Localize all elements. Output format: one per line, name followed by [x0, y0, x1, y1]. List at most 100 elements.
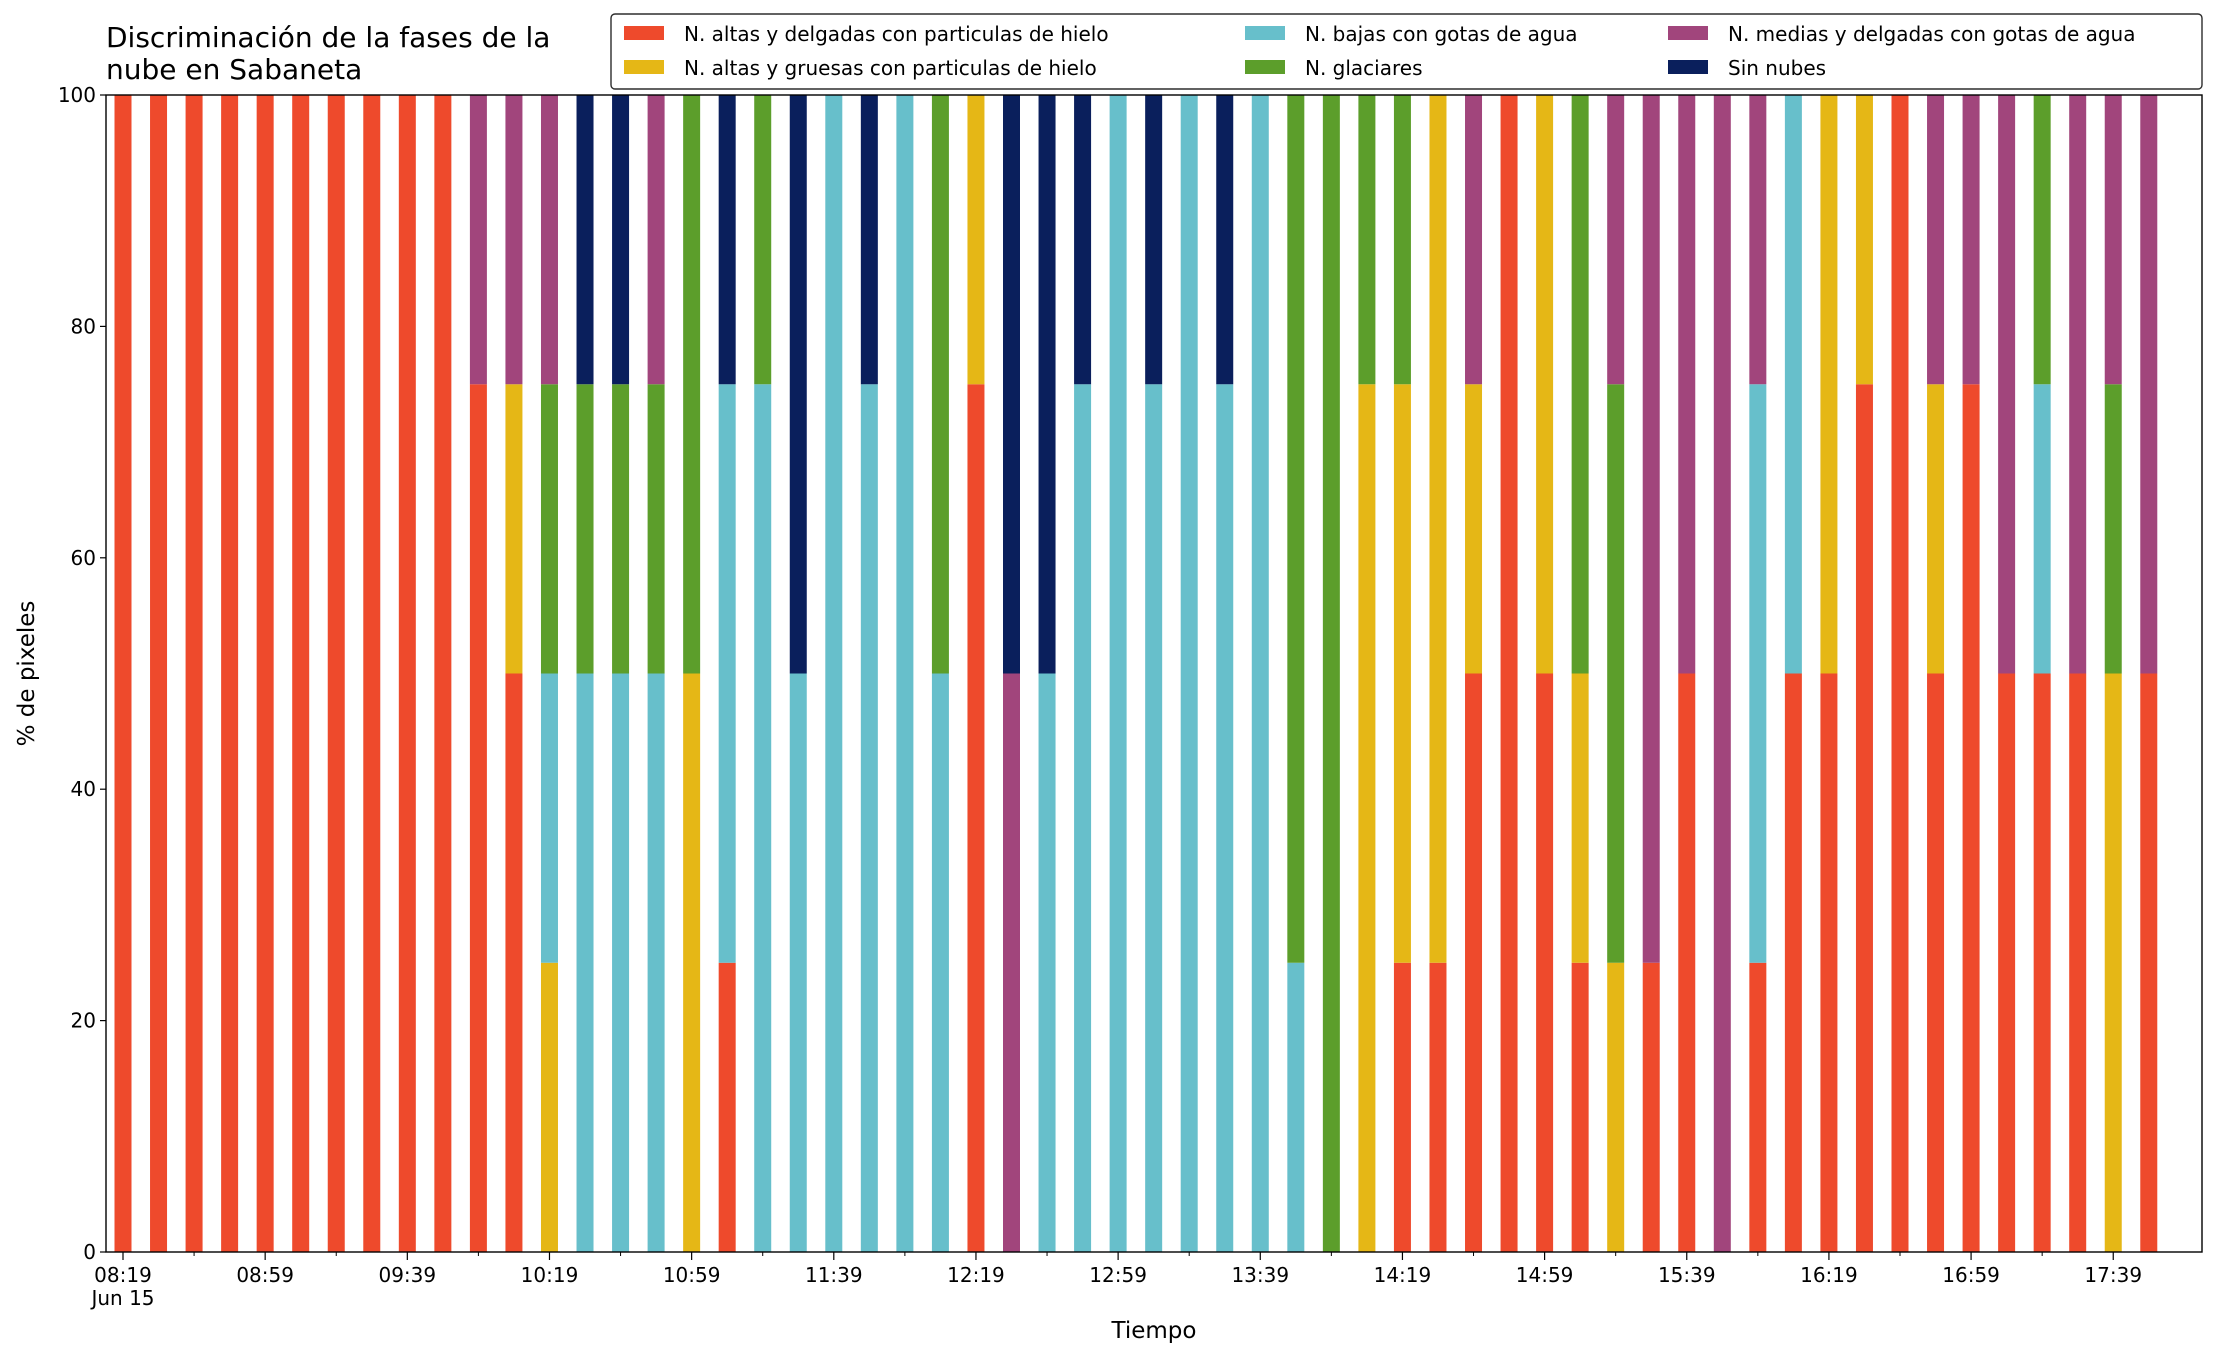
x-tick-label: 14:19 — [1374, 1263, 1432, 1287]
bar-segment — [221, 95, 239, 1252]
bar-segment — [1820, 95, 1838, 674]
x-tick-label: 10:59 — [663, 1263, 721, 1287]
legend-label: N. altas y delgadas con particulas de hi… — [684, 22, 1109, 46]
bar-segment — [1180, 95, 1198, 1252]
bar-segment — [540, 962, 558, 1252]
bar-segment — [1038, 673, 1056, 1252]
bar-segment — [1429, 95, 1447, 963]
bar-segment — [967, 95, 985, 385]
bar-segment — [1998, 95, 2016, 674]
bar-segment — [1571, 95, 1589, 674]
bar-segment — [398, 95, 416, 1252]
bar-segment — [1927, 384, 1945, 674]
legend-box — [610, 13, 2203, 90]
bar-segment — [1784, 95, 1802, 674]
bar-segment — [1465, 673, 1483, 1252]
bar-segment — [1393, 384, 1411, 963]
bar-segment — [1003, 673, 1020, 1252]
bar-segment — [1607, 384, 1625, 963]
bar-segment — [1571, 962, 1589, 1252]
bar-segment — [1678, 673, 1696, 1252]
x-tick-label: 08:19 — [94, 1263, 152, 1287]
bar-segment — [2069, 95, 2087, 674]
bar-segment — [505, 673, 523, 1252]
bar-segment — [2140, 673, 2158, 1252]
bar-segment — [2033, 95, 2051, 385]
bar-segment — [434, 95, 452, 1252]
x-tick-label: 12:59 — [1089, 1263, 1147, 1287]
x-tick-label: 13:39 — [1231, 1263, 1289, 1287]
bar-segment — [1642, 95, 1660, 963]
bar-segment — [2104, 673, 2122, 1252]
legend-label: N. medias y delgadas con gotas de agua — [1728, 22, 2136, 46]
x-tick-label: 15:39 — [1658, 1263, 1716, 1287]
y-tick-label: 80 — [71, 314, 96, 338]
bar-segment — [1891, 95, 1909, 1252]
bar-segment — [1855, 95, 1873, 385]
x-axis-label: Tiempo — [1111, 1318, 1197, 1344]
bar-segment — [931, 673, 949, 1252]
bar-segment — [1429, 962, 1447, 1252]
bar-segment — [1749, 384, 1767, 963]
bar-segment — [718, 95, 736, 385]
bar-segment — [896, 95, 914, 1252]
bar-segment — [612, 384, 630, 674]
bar-segment — [754, 95, 772, 385]
bar-segment — [860, 95, 878, 385]
x-tick-label: 16:59 — [1942, 1263, 2000, 1287]
bar-segment — [754, 384, 772, 1252]
bar-segment — [860, 384, 878, 1252]
bar-segment — [1251, 95, 1269, 1252]
bar-segment — [1536, 673, 1554, 1252]
legend-swatch — [1245, 60, 1285, 74]
bar-segment — [1500, 95, 1518, 1252]
x-tick-label: 14:59 — [1516, 1263, 1574, 1287]
legend-label: N. altas y gruesas con particulas de hie… — [684, 56, 1097, 80]
bar-segment — [540, 95, 558, 385]
bar-segment — [789, 673, 807, 1252]
bar-segment — [1962, 384, 1980, 1252]
bar-segment — [931, 95, 949, 674]
bar-segment — [1962, 95, 1980, 385]
bar-segment — [1358, 384, 1376, 1252]
bar-segment — [1927, 95, 1945, 385]
bar-segment — [647, 95, 665, 385]
bar-segment — [1145, 384, 1163, 1252]
bar-segment — [647, 673, 665, 1252]
x-tick-date: Jun 15 — [89, 1286, 154, 1310]
x-tick-label: 16:19 — [1800, 1263, 1858, 1287]
bar-segment — [718, 384, 736, 963]
bar-segment — [2104, 95, 2122, 385]
x-tick-label: 08:59 — [236, 1263, 294, 1287]
bar-segment — [1820, 673, 1838, 1252]
x-tick-label: 17:39 — [2084, 1263, 2142, 1287]
bar-segment — [1322, 95, 1340, 1252]
y-tick-label: 40 — [71, 777, 96, 801]
bar-segment — [1038, 95, 1056, 674]
bar-segment — [1287, 95, 1305, 963]
legend-swatch — [624, 60, 664, 74]
bar-segment — [683, 95, 701, 674]
bar-segment — [1536, 95, 1554, 674]
x-tick-label: 11:39 — [805, 1263, 863, 1287]
bar-segment — [1216, 95, 1234, 385]
plot-frame — [105, 94, 2203, 1253]
chart-title: Discriminación de la fases de la nube en… — [106, 21, 551, 86]
bar-segment — [2033, 673, 2051, 1252]
bar-segment — [1855, 384, 1873, 1252]
bar-segment — [789, 95, 807, 674]
bar-segment — [1074, 95, 1092, 385]
bar-segment — [185, 95, 203, 1252]
legend-swatch — [624, 26, 664, 40]
bar-segment — [1145, 95, 1163, 385]
bar-segment — [1749, 95, 1767, 385]
bar-segment — [1465, 95, 1483, 385]
y-tick-label: 20 — [71, 1009, 96, 1033]
bar-segment — [1393, 962, 1411, 1252]
legend-label: N. bajas con gotas de agua — [1305, 22, 1578, 46]
bar-segment — [1607, 95, 1625, 385]
bar-segment — [1216, 384, 1234, 1252]
bar-segment — [612, 673, 630, 1252]
bar-segment — [967, 384, 985, 1252]
bar-segment — [1358, 95, 1376, 385]
